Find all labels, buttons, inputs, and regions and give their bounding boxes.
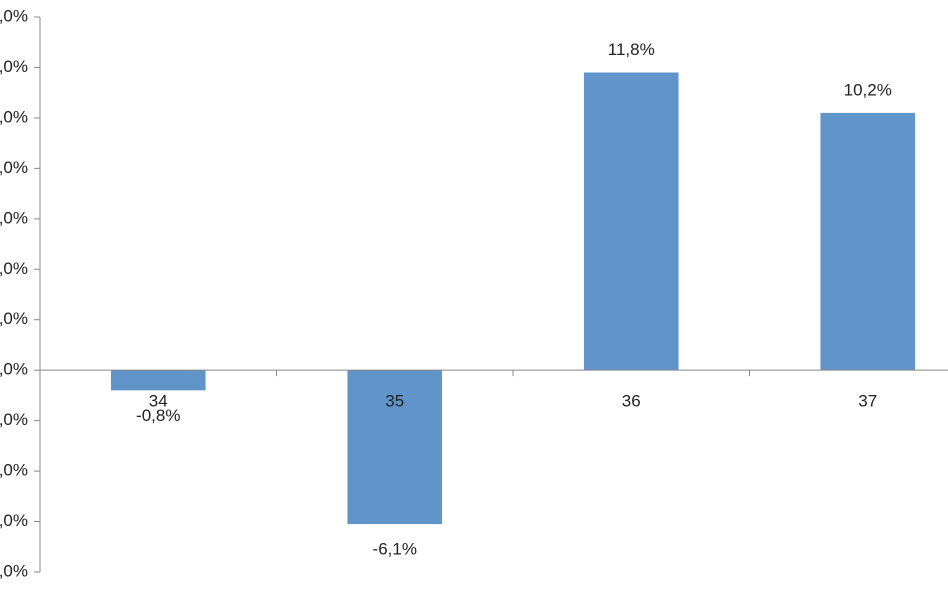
x-tick-label: 35 — [385, 392, 404, 411]
x-tick-label: 36 — [622, 392, 641, 411]
bar — [110, 370, 206, 391]
y-tick-label: 2,0% — [0, 309, 28, 328]
y-tick-label: 6,0% — [0, 208, 28, 227]
x-tick-label: 34 — [149, 392, 168, 411]
y-tick-label: 4,0% — [0, 259, 28, 278]
bar — [583, 72, 679, 371]
bar — [820, 112, 916, 371]
value-label: -0,8% — [136, 406, 180, 425]
x-tick-label: 37 — [858, 392, 877, 411]
y-tick-label: 0,0% — [0, 360, 28, 379]
bar — [347, 370, 443, 525]
y-tick-label: -4,0% — [0, 461, 28, 480]
y-tick-label: 14,0% — [0, 6, 28, 25]
value-label: 11,8% — [608, 40, 655, 59]
value-label: -6,1% — [373, 540, 417, 559]
value-label: 10,2% — [844, 80, 892, 99]
y-tick-label: -8,0% — [0, 561, 28, 580]
y-tick-label: -2,0% — [0, 410, 28, 429]
y-tick-label: 10,0% — [0, 107, 28, 126]
y-tick-label: 8,0% — [0, 158, 28, 177]
y-tick-label: -6,0% — [0, 511, 28, 530]
y-tick-label: 12,0% — [0, 57, 28, 76]
